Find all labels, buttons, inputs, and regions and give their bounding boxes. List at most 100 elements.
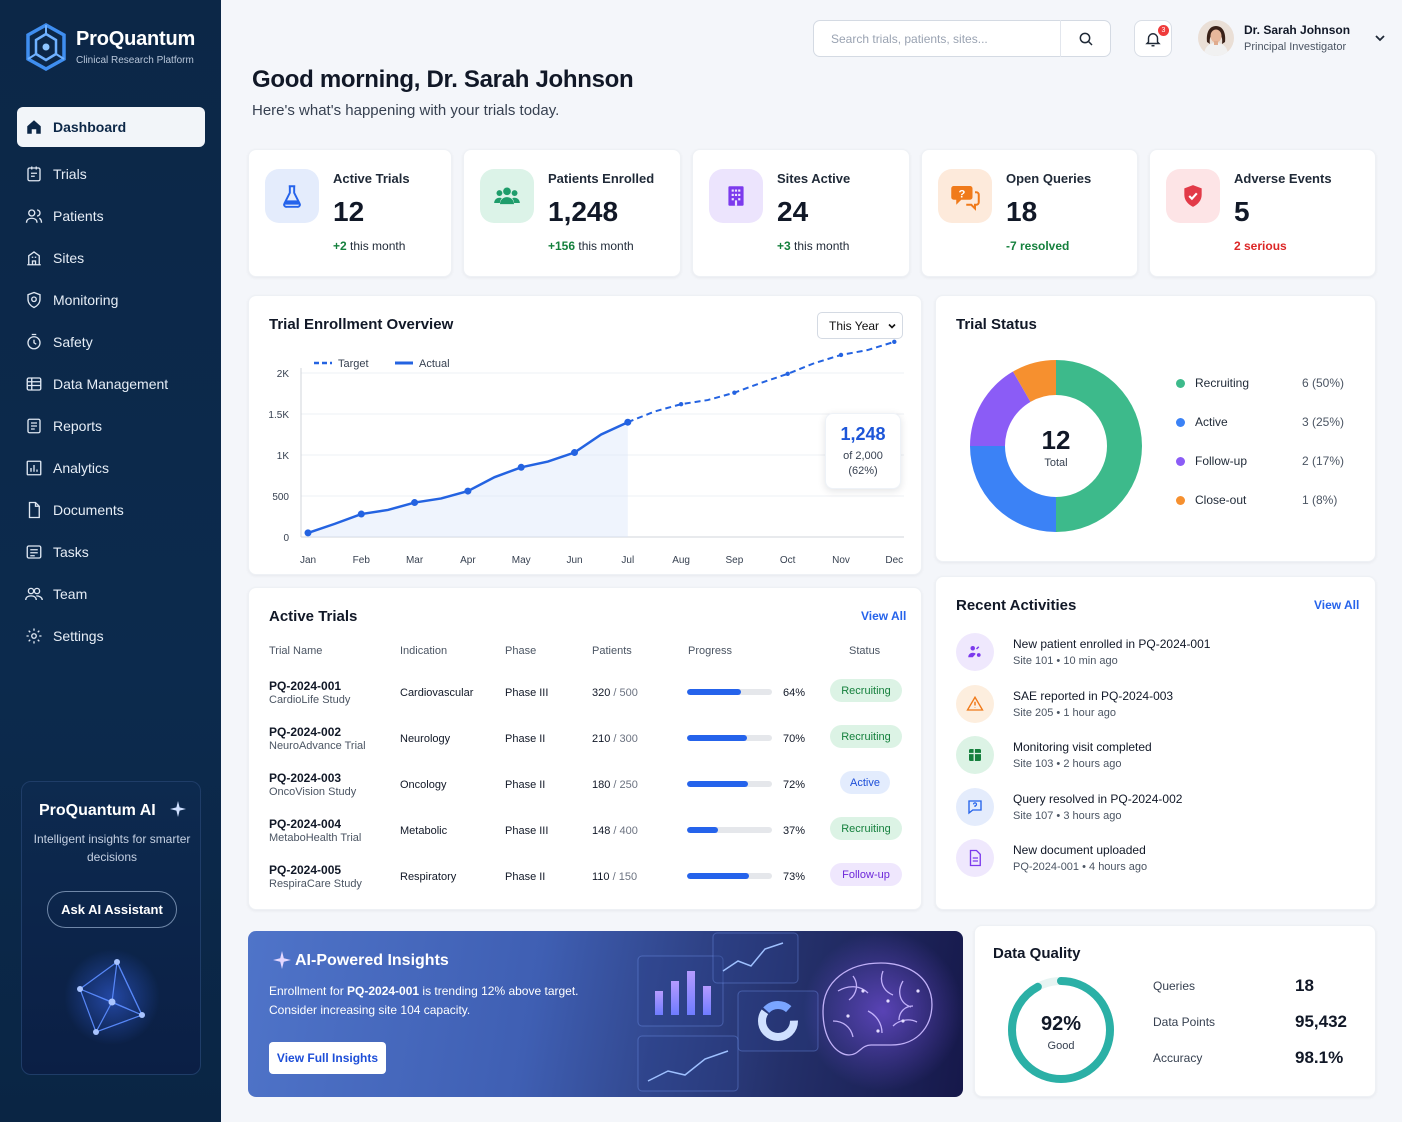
trial-name: MetaboHealth Trial xyxy=(269,832,362,844)
nav-item-trials[interactable]: Trials xyxy=(17,153,205,195)
y-tick-label: 1.5K xyxy=(268,410,289,421)
brand[interactable]: ProQuantum Clinical Research Platform xyxy=(24,22,195,72)
nav-item-dashboard[interactable]: Dashboard xyxy=(17,107,205,147)
column-header-indication[interactable]: Indication xyxy=(400,645,448,657)
trial-patients: 210 / 300 xyxy=(592,733,638,745)
enrollment-overview-card: Trial Enrollment Overview This Year Targ… xyxy=(248,295,922,575)
trial-id[interactable]: PQ-2024-004 xyxy=(269,817,342,831)
data-quality-gauge: 92% Good xyxy=(1008,977,1114,1083)
donut-slice-closeout[interactable] xyxy=(1013,360,1056,402)
status-badge: Recruiting xyxy=(830,679,902,702)
activity-item[interactable]: SAE reported in PQ-2024-003 Site 205 • 1 … xyxy=(956,684,1356,725)
nav-item-monitoring[interactable]: Monitoring xyxy=(17,279,205,321)
data-point-actual[interactable] xyxy=(464,487,472,495)
search-icon xyxy=(1079,32,1093,46)
donut-slice-active[interactable] xyxy=(970,446,1056,532)
activity-item[interactable]: Query resolved in PQ-2024-002 Site 107 • … xyxy=(956,787,1356,828)
nav-item-data-management[interactable]: Data Management xyxy=(17,363,205,405)
nav-item-documents[interactable]: Documents xyxy=(17,489,205,531)
stat-change-period: this month xyxy=(346,239,406,253)
nav-item-sites[interactable]: Sites xyxy=(17,237,205,279)
view-full-insights-button[interactable]: View Full Insights xyxy=(269,1042,386,1074)
activities-view-all-link[interactable]: View All xyxy=(1314,598,1360,612)
stat-card-open-queries[interactable]: ? Open Queries 18 -7 resolved xyxy=(921,149,1138,277)
data-point-actual[interactable] xyxy=(517,463,525,471)
progress-bar xyxy=(687,827,772,833)
column-header-trial-name[interactable]: Trial Name xyxy=(269,645,323,657)
column-header-progress[interactable]: Progress xyxy=(688,645,733,657)
nav-item-reports[interactable]: Reports xyxy=(17,405,205,447)
metric-label: Data Points xyxy=(1153,1015,1216,1029)
table-row[interactable]: PQ-2024-005 RespiraCare Study Respiratory P… xyxy=(269,853,903,899)
activity-site: Site 103 xyxy=(1013,758,1054,770)
patients-enrolled: 210 xyxy=(592,733,611,745)
x-tick-label: Nov xyxy=(832,555,850,566)
activity-icon-box xyxy=(956,633,994,671)
table-row[interactable]: PQ-2024-001 CardioLife Study Cardiovascula… xyxy=(269,669,903,715)
insights-trial-id: PQ-2024-001 xyxy=(347,984,420,998)
time-range-select[interactable]: This Year xyxy=(817,312,903,339)
question-chat-icon: ? xyxy=(951,186,980,211)
activity-item[interactable]: New document uploaded PQ-2024-001 • 4 hou… xyxy=(956,839,1356,879)
table-row[interactable]: PQ-2024-003 OncoVision Study Oncology Phase… xyxy=(269,761,903,807)
table-row[interactable]: PQ-2024-002 NeuroAdvance Trial Neurology Ph… xyxy=(269,715,903,761)
donut-total-label: Total xyxy=(1044,457,1067,469)
enrollment-title: Trial Enrollment Overview xyxy=(269,316,454,333)
nav-item-patients[interactable]: Patients xyxy=(17,195,205,237)
column-header-phase[interactable]: Phase xyxy=(505,645,537,657)
nav-item-safety[interactable]: Safety xyxy=(17,321,205,363)
monitoring-icon xyxy=(27,291,41,309)
data-point-target[interactable] xyxy=(892,339,897,345)
search-button[interactable] xyxy=(1061,31,1110,47)
stat-card-active-trials[interactable]: Active Trials 12 +2 this month xyxy=(248,149,452,277)
nav-label: Tasks xyxy=(53,544,89,560)
data-point-target[interactable] xyxy=(678,401,684,407)
data-point-actual[interactable] xyxy=(411,499,419,507)
nav-item-analytics[interactable]: Analytics xyxy=(17,447,205,489)
activity-time: 4 hours ago xyxy=(1089,861,1148,873)
data-point-actual[interactable] xyxy=(571,449,578,457)
trial-id[interactable]: PQ-2024-005 xyxy=(269,863,342,877)
donut-slice-recruiting[interactable] xyxy=(1056,360,1142,532)
y-tick-label: 1K xyxy=(277,451,290,462)
activity-title: Monitoring visit completed xyxy=(1013,740,1152,754)
data-point-target[interactable] xyxy=(732,390,737,395)
home-icon xyxy=(27,120,41,134)
safety-icon xyxy=(27,333,41,350)
trial-id[interactable]: PQ-2024-003 xyxy=(269,771,342,785)
nav-item-tasks[interactable]: Tasks xyxy=(17,531,205,573)
meta-separator: • xyxy=(1079,861,1090,873)
activity-item[interactable]: New patient enrolled in PQ-2024-001 Site … xyxy=(956,633,1356,673)
search-input[interactable] xyxy=(831,31,1061,46)
data-point-actual[interactable] xyxy=(304,529,312,537)
trial-id[interactable]: PQ-2024-002 xyxy=(269,725,342,739)
column-header-status[interactable]: Status xyxy=(849,645,881,657)
ask-ai-assistant-button[interactable]: Ask AI Assistant xyxy=(47,891,177,928)
active-trials-card: Active Trials View All Trial Name Indica… xyxy=(248,587,922,910)
stat-card-patients-enrolled[interactable]: Patients Enrolled 1,248 +156 this month xyxy=(463,149,681,277)
notifications-button[interactable]: 3 xyxy=(1134,20,1172,57)
stat-card-sites-active[interactable]: Sites Active 24 +3 this month xyxy=(692,149,910,277)
activity-time: 1 hour ago xyxy=(1063,706,1116,719)
trial-id[interactable]: PQ-2024-001 xyxy=(269,679,342,693)
x-axis-ticks: Jan Feb Mar Apr May Jun Jul Aug Sep Oct Nov Dec xyxy=(300,555,903,566)
activity-meta: Site 101 • 10 min ago xyxy=(1013,655,1118,667)
stat-change-period: this month xyxy=(575,239,634,253)
active-trials-view-all-link[interactable]: View All xyxy=(861,609,907,623)
data-point-actual[interactable] xyxy=(357,510,365,518)
nav-item-team[interactable]: Team xyxy=(17,573,205,615)
trial-indication: Oncology xyxy=(400,779,447,791)
data-quality-card: Data Quality 92% Good Queries 18 Data Poi… xyxy=(974,925,1376,1097)
activity-item[interactable]: Monitoring visit completed Site 103 • 2 h… xyxy=(956,736,1356,776)
stat-card-adverse-events[interactable]: Adverse Events 5 2 serious xyxy=(1149,149,1376,277)
table-row[interactable]: PQ-2024-004 MetaboHealth Trial Metabolic Ph… xyxy=(269,807,903,853)
trial-patients: 320 / 500 xyxy=(592,687,638,699)
column-header-patients[interactable]: Patients xyxy=(592,645,632,657)
donut-slice-followup[interactable] xyxy=(970,371,1031,446)
data-point-target[interactable] xyxy=(785,371,790,377)
data-point-target[interactable] xyxy=(838,352,844,358)
progress-fill xyxy=(687,873,750,879)
nav-item-settings[interactable]: Settings xyxy=(17,615,205,657)
legend-name: Close-out xyxy=(1195,493,1247,507)
user-profile-menu[interactable]: Dr. Sarah Johnson Principal Investigator xyxy=(1198,20,1386,56)
